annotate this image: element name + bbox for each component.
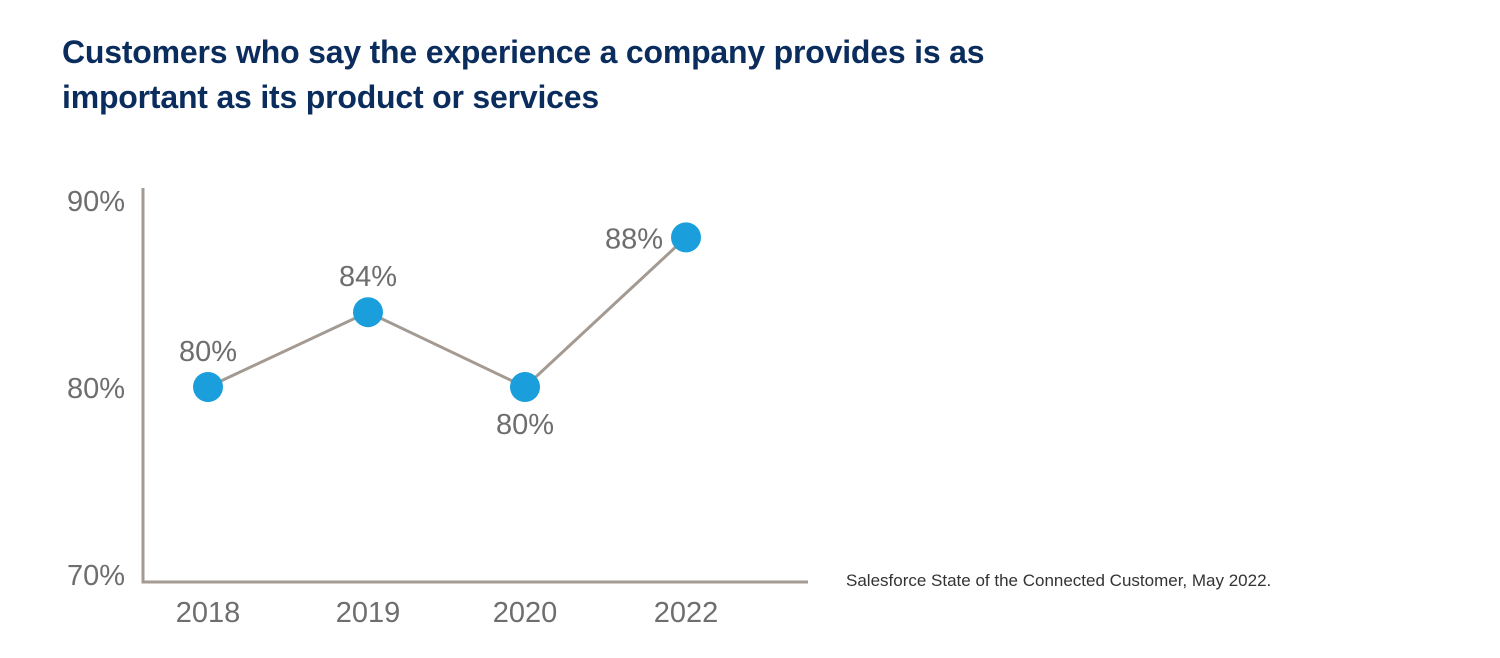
source-note: Salesforce State of the Connected Custom… (846, 571, 1272, 590)
data-point (353, 297, 383, 328)
x-tick-label: 2020 (493, 597, 558, 629)
y-tick-label: 90% (67, 186, 125, 218)
data-label: 80% (179, 336, 237, 368)
y-tick-label: 70% (67, 560, 125, 592)
data-label: 84% (339, 261, 397, 293)
data-point (510, 372, 540, 402)
y-tick-label: 80% (67, 373, 125, 405)
x-tick-label: 2022 (654, 597, 719, 629)
x-tick-label: 2019 (336, 597, 401, 629)
chart-title: Customers who say the experience a compa… (62, 34, 985, 115)
series-line (207, 236, 688, 389)
data-point (193, 372, 223, 402)
data-label: 80% (496, 409, 554, 441)
data-point (671, 222, 701, 253)
data-label: 88% (605, 223, 663, 255)
x-tick-label: 2018 (176, 597, 241, 629)
